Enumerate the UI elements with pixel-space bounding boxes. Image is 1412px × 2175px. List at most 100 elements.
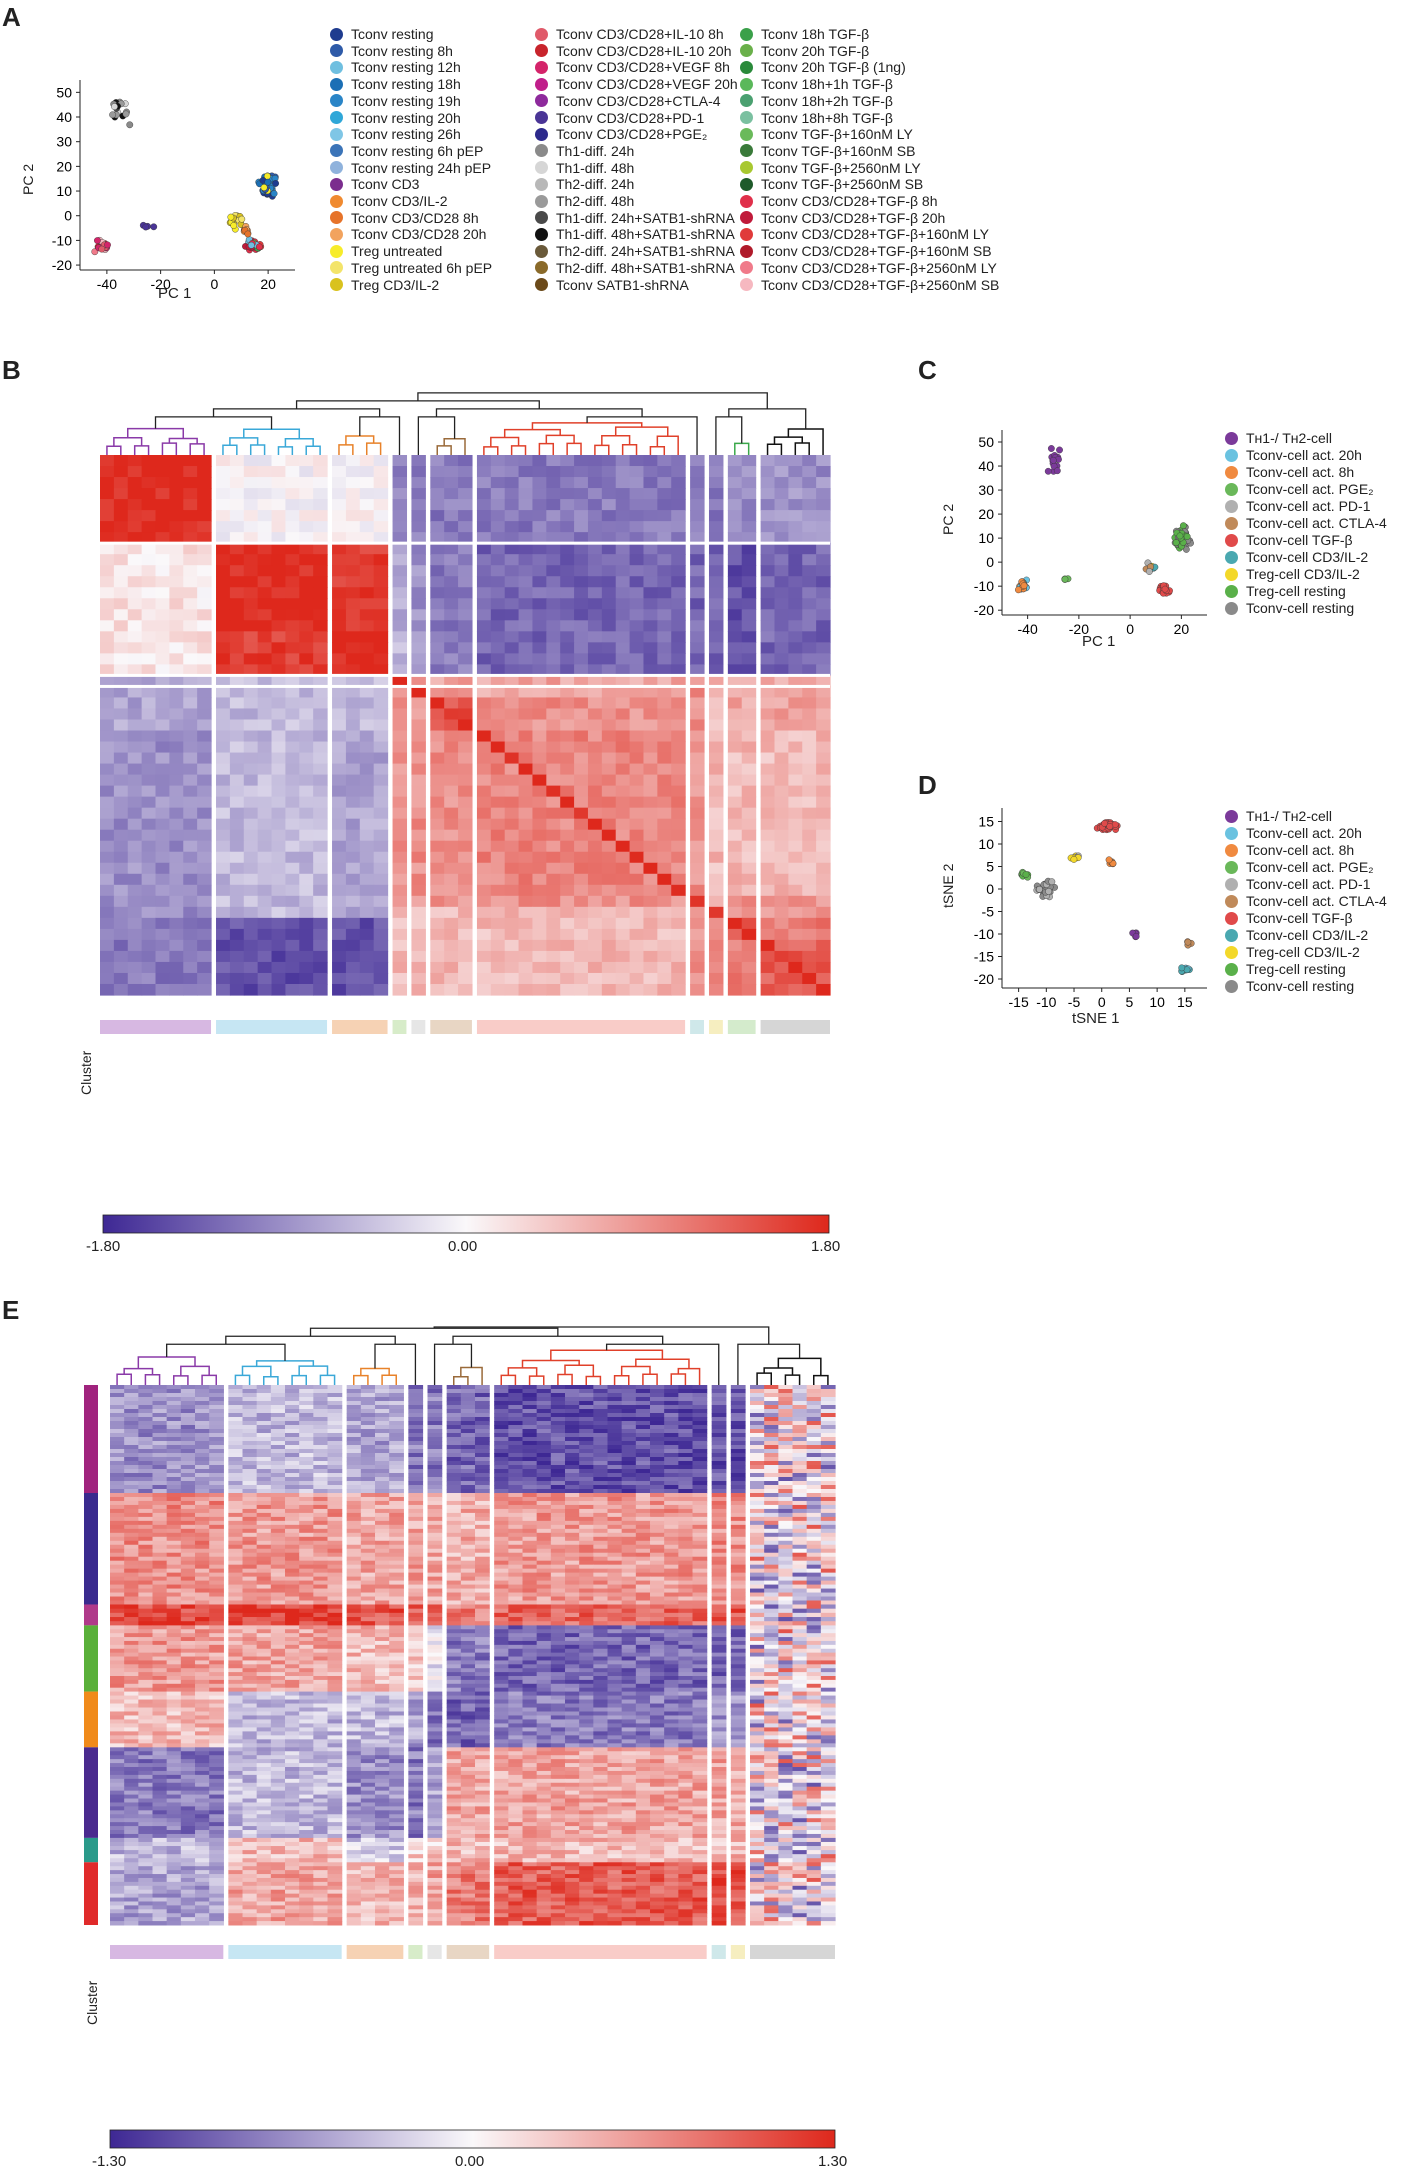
heatmap-b-cell xyxy=(155,587,170,599)
heatmap-b-cell xyxy=(257,796,273,809)
heatmap-b-cell xyxy=(802,664,817,677)
heatmap-e-cell xyxy=(299,1544,314,1550)
dendroE-branch xyxy=(360,1367,390,1376)
heatmap-b-cell xyxy=(359,939,375,952)
heatmap-e-cell xyxy=(750,1489,765,1494)
heatmap-e-cell xyxy=(750,1449,765,1454)
heatmap-b-cell xyxy=(802,510,817,522)
heatmap-b-cell xyxy=(243,928,259,941)
heatmap-b-cell xyxy=(313,983,328,996)
heatmap-e-cell xyxy=(460,1433,476,1438)
heatmap-e-cell xyxy=(792,1489,808,1494)
heatmap-b-cell xyxy=(690,708,705,721)
heatmap-b-cell xyxy=(229,906,245,919)
heatmap-e-cell xyxy=(285,1397,300,1402)
heatmap-b-cell xyxy=(155,796,170,809)
heatmap-e-cell xyxy=(285,1536,300,1542)
heatmap-b-cell xyxy=(359,950,375,963)
heatmap-e-cell xyxy=(180,1489,196,1494)
heatmap-e-cell xyxy=(806,1485,822,1490)
heatmap-e-cell xyxy=(313,1441,329,1446)
heatmap-e-cell xyxy=(764,1489,779,1494)
heatmap-b-cell xyxy=(373,609,389,621)
dendroB-branch xyxy=(243,428,301,439)
heatmap-e-cell xyxy=(195,1397,210,1402)
heatmap-b-cell xyxy=(155,719,170,732)
heatmap-b-cell xyxy=(760,884,776,897)
heatmap-b-cell xyxy=(727,939,743,952)
heatmap-b-cell xyxy=(629,884,645,897)
heatmap-e-cell xyxy=(152,1477,168,1482)
heatmap-e-cell xyxy=(180,1461,196,1466)
heatmap-b-cell xyxy=(430,961,445,974)
heatmap-e-cell xyxy=(750,1457,765,1462)
heatmap-e-cell xyxy=(536,1536,552,1542)
dendroB-branch xyxy=(189,443,205,455)
heatmap-b-cell xyxy=(411,620,426,632)
heatmap-e-cell xyxy=(536,1457,552,1462)
heatmap-b-cell xyxy=(690,939,705,952)
heatmap-b-cell xyxy=(690,928,705,941)
heatmap-b-cell xyxy=(197,917,212,930)
heatmap-b-cell xyxy=(169,653,184,665)
heatmap-b-cell xyxy=(332,873,347,886)
heatmap-e-cell xyxy=(460,1425,476,1430)
heatmap-b-group-swatch xyxy=(411,1020,426,1034)
heatmap-e-cell xyxy=(650,1449,665,1454)
heatmap-b-cell xyxy=(760,763,776,776)
heatmap-b-cell xyxy=(629,697,645,710)
heatmap-e-cell xyxy=(650,1508,665,1514)
heatmap-b-cell xyxy=(601,807,617,820)
heatmap-e-cell xyxy=(313,1469,329,1474)
heatmap-b-cell xyxy=(727,708,743,721)
heatmap-e-cell xyxy=(806,1445,822,1450)
heatmap-e-cell xyxy=(299,1473,314,1478)
heatmap-e-cell xyxy=(228,1385,244,1390)
heatmap-e-cell xyxy=(270,1449,286,1454)
heatmap-b-cell xyxy=(345,631,361,643)
heatmap-b-cell xyxy=(629,928,645,941)
heatmap-b-cell xyxy=(229,928,245,941)
heatmap-b-cell xyxy=(802,884,817,897)
heatmap-e-cell xyxy=(750,1532,765,1538)
heatmap-e-cell xyxy=(242,1496,258,1502)
heatmap-b-cell xyxy=(345,664,361,677)
heatmap-b-cell xyxy=(458,609,473,621)
heatmap-e-cell xyxy=(360,1493,376,1498)
heatmap-b-cell xyxy=(774,939,789,952)
heatmap-e-cell xyxy=(152,1524,168,1530)
heatmap-b-cell xyxy=(601,719,617,732)
heatmap-b-cell xyxy=(476,488,492,500)
heatmap-b-cell xyxy=(257,851,273,864)
heatmap-b-cell xyxy=(113,928,129,941)
heatmap-b-cell xyxy=(313,895,328,908)
heatmap-b-cell xyxy=(216,609,231,621)
heatmap-b-cell xyxy=(643,983,658,996)
heatmap-b-cell xyxy=(257,708,273,721)
heatmap-b-cell xyxy=(373,917,389,930)
heatmap-e-cell xyxy=(764,1445,779,1450)
heatmap-e-cell xyxy=(180,1536,196,1542)
heatmap-b-cell xyxy=(243,818,259,831)
heatmap-b-cell xyxy=(643,862,658,875)
heatmap-e-cell xyxy=(138,1429,154,1434)
heatmap-e-cell xyxy=(711,1504,727,1510)
heatmap-b-cell xyxy=(444,884,459,897)
heatmap-e-cell xyxy=(475,1389,490,1394)
heatmap-e-cell xyxy=(408,1540,424,1546)
heatmap-b-cell xyxy=(155,884,170,897)
heatmap-e-cell xyxy=(389,1385,404,1390)
heatmap-b-cell xyxy=(285,609,300,621)
heatmap-e-cell xyxy=(806,1500,822,1506)
heatmap-b-cell xyxy=(155,950,170,963)
heatmap-e-cell xyxy=(346,1429,362,1434)
heatmap-b-cell xyxy=(615,488,631,500)
heatmap-b-cell xyxy=(788,609,803,621)
heatmap-e-cell xyxy=(664,1496,679,1502)
heatmap-b-cell xyxy=(574,697,589,710)
heatmap-b-cell xyxy=(430,928,445,941)
heatmap-e-cell xyxy=(460,1401,476,1406)
heatmap-b-cell xyxy=(257,774,273,787)
heatmap-e-cell xyxy=(360,1413,376,1418)
heatmap-b-cell xyxy=(643,631,658,643)
